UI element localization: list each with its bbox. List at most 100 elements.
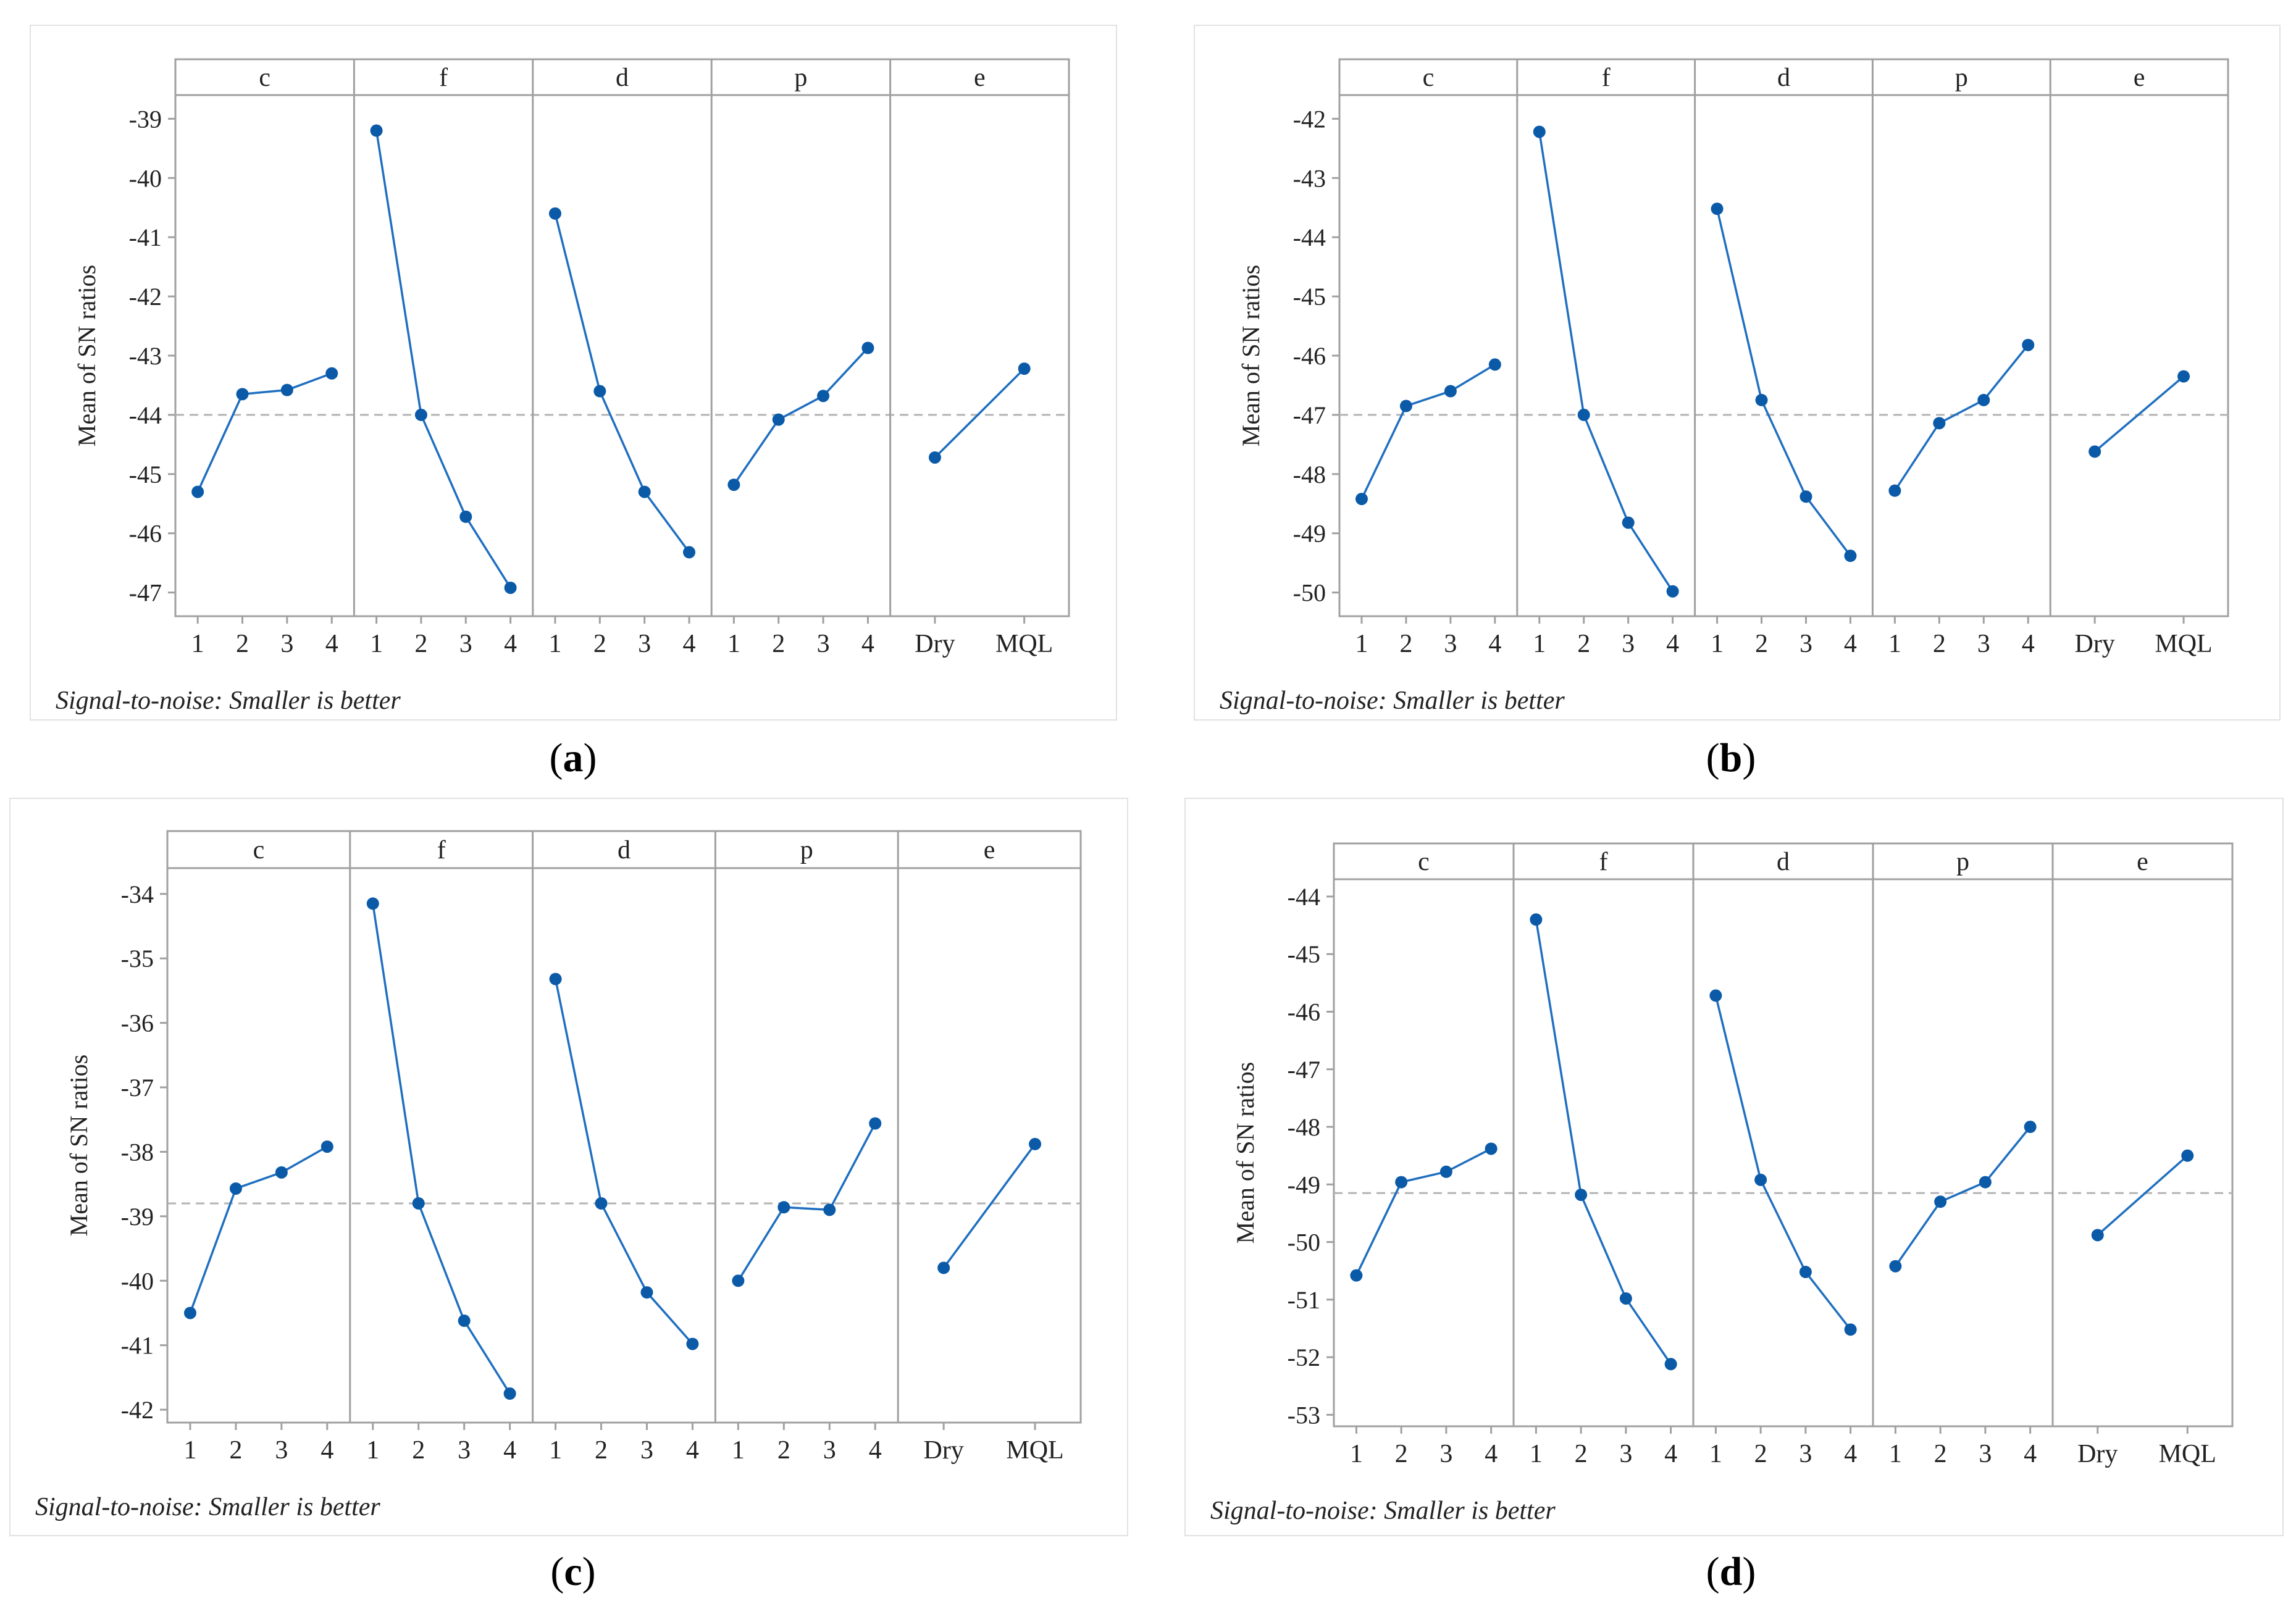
y-tick-label: -48 — [1293, 461, 1326, 488]
x-tick-label: 4 — [504, 630, 517, 658]
x-tick-label: 4 — [869, 1436, 882, 1465]
chart-b: -42 -43 -44 -45 -46 -47 -48 -49 -50 Mean of SN ra… — [1220, 58, 2229, 715]
y-tick-label: -50 — [1293, 579, 1326, 607]
y-tick-label: -45 — [1293, 283, 1326, 311]
data-point-c-4 — [1485, 1142, 1498, 1155]
data-point-p-2 — [777, 1201, 790, 1214]
chart-d: -44 -45 -46 -47 -48 -49 -50 -51 -52 -53 Mean of SN… — [1210, 842, 2234, 1525]
plot-frame — [166, 830, 1082, 1424]
x-tick-label: 3 — [1977, 630, 1990, 658]
data-point-d-4 — [1844, 550, 1857, 562]
series-line-c — [1355, 1147, 1492, 1276]
x-tick-label: 4 — [325, 630, 338, 658]
data-point-e-Dry — [937, 1261, 950, 1274]
x-tick-label: 4 — [1666, 630, 1679, 658]
data-point-c-3 — [1439, 1165, 1452, 1178]
data-point-d-4 — [1844, 1323, 1857, 1336]
x-tick-label: 2 — [593, 630, 606, 658]
x-tick-label: 3 — [1800, 630, 1812, 658]
x-tick-label: 1 — [1533, 630, 1546, 658]
x-tick-label: 1 — [549, 1436, 562, 1465]
data-point-d-4 — [686, 1337, 699, 1350]
x-tick-label: 4 — [321, 1436, 333, 1465]
x-tick-label: 4 — [861, 630, 874, 658]
x-tick-label: 3 — [275, 1436, 288, 1465]
data-point-d-3 — [640, 1286, 653, 1299]
panel-label-c: (c) — [550, 1549, 596, 1594]
facet-strip-label-f: f — [1602, 64, 1611, 92]
data-point-f-4 — [504, 581, 517, 594]
data-point-f-1 — [1533, 125, 1546, 138]
y-tick-label: -44 — [1293, 224, 1326, 251]
data-point-c-2 — [229, 1182, 242, 1195]
y-tick-label: -53 — [1288, 1401, 1320, 1429]
data-point-e-Dry — [928, 451, 941, 464]
data-point-c-1 — [1355, 493, 1368, 506]
x-tick-label: 2 — [595, 1436, 608, 1465]
x-tick-label: 1 — [1888, 630, 1901, 658]
x-tick-label: 4 — [683, 630, 696, 658]
x-tick-label: 1 — [548, 630, 561, 658]
data-point-d-2 — [593, 385, 606, 398]
y-tick-label: -47 — [1293, 401, 1326, 429]
facet-strip-label-f: f — [1599, 848, 1608, 876]
x-tick-label: 2 — [1399, 630, 1412, 658]
y-tick-label: -39 — [121, 1203, 154, 1231]
data-point-d-3 — [1799, 1266, 1812, 1279]
chart-a: -39 -40 -41 -42 -43 -44 -45 -46 -47 Mean of SN ra… — [56, 58, 1070, 715]
x-tick-label: 1 — [1350, 1440, 1363, 1468]
series-line-p — [1893, 344, 2029, 491]
y-tick-label: -43 — [1293, 164, 1326, 192]
facet-strip-label-c: c — [253, 836, 265, 864]
x-tick-label: 2 — [236, 630, 249, 658]
series-line-c — [1360, 363, 1496, 500]
y-tick-label: -35 — [121, 945, 154, 972]
x-tick-label: 2 — [1575, 1440, 1588, 1468]
y-tick-label: -44 — [129, 401, 162, 429]
panel-a: -39 -40 -41 -42 -43 -44 -45 -46 -47 Mean of SN ra… — [30, 25, 1117, 721]
x-tick-label: 3 — [1622, 630, 1635, 658]
footnote: Signal-to-noise: Smaller is better — [56, 687, 401, 715]
data-point-d-3 — [1800, 490, 1812, 503]
x-tick-label: 3 — [458, 1436, 471, 1465]
data-point-f-2 — [1577, 408, 1590, 421]
data-point-p-3 — [1979, 1176, 1992, 1189]
data-point-f-1 — [370, 124, 383, 137]
series-line-d — [554, 979, 693, 1345]
data-point-f-3 — [458, 1315, 471, 1328]
panel-c: -34 -35 -36 -37 -38 -39 -40 -41 -42 Mean of SN ra… — [9, 798, 1128, 1536]
y-tick-label: -38 — [121, 1138, 154, 1166]
x-tick-label: 2 — [412, 1436, 425, 1465]
x-tick-label: 1 — [1889, 1440, 1902, 1468]
data-point-c-4 — [325, 367, 338, 380]
data-point-d-2 — [1754, 1173, 1767, 1186]
data-point-f-1 — [366, 897, 379, 910]
facet-strip-label-c: c — [1418, 848, 1430, 876]
footnote: Signal-to-noise: Smaller is better — [1210, 1497, 1556, 1525]
data-point-p-4 — [2024, 1121, 2037, 1134]
panel-label-a: (a) — [549, 735, 597, 780]
data-point-d-2 — [595, 1197, 608, 1210]
series-line-d — [1714, 995, 1852, 1331]
data-point-e-MQL — [2181, 1149, 2194, 1162]
y-tick-label: -46 — [129, 520, 162, 548]
facet-strip-label-e: e — [2134, 64, 2145, 92]
y-tick-label: -41 — [121, 1332, 154, 1360]
data-point-c-1 — [191, 485, 204, 498]
series-line-d — [554, 213, 690, 553]
data-point-d-2 — [1755, 393, 1768, 406]
x-tick-label: 2 — [1755, 630, 1768, 658]
x-tick-label: 2 — [1933, 630, 1946, 658]
x-tick-label: 2 — [772, 630, 785, 658]
data-point-d-1 — [1709, 989, 1722, 1002]
x-tick-label: 2 — [229, 1436, 242, 1465]
data-point-f-3 — [1622, 516, 1635, 529]
y-tick-label: -42 — [1293, 105, 1326, 133]
facet-strip-label-p: p — [794, 64, 807, 92]
plot-frame — [1333, 842, 2234, 1428]
series-line-d — [1716, 208, 1851, 557]
x-tick-label: 4 — [1844, 1440, 1857, 1468]
data-point-d-1 — [549, 972, 562, 985]
data-point-p-2 — [772, 413, 785, 426]
y-tick-label: -43 — [129, 342, 162, 370]
